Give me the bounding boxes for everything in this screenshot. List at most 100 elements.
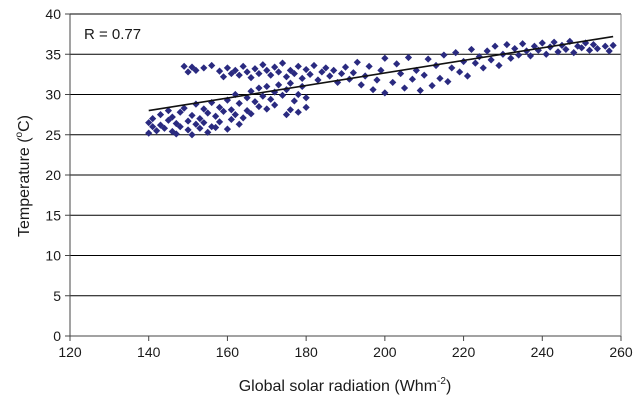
- data-point: [456, 68, 464, 76]
- data-point: [278, 59, 287, 67]
- y-tick-label-15: 15: [45, 207, 61, 223]
- trendline: [148, 35, 614, 112]
- y-tick-labels: 0 5 10 15 20 25 30 35 40: [45, 6, 61, 344]
- data-point: [440, 51, 448, 59]
- y-tick-label-0: 0: [53, 328, 61, 344]
- y-tick-label-30: 30: [45, 87, 61, 103]
- data-point: [550, 38, 558, 46]
- data-point: [495, 61, 503, 70]
- data-point: [507, 54, 515, 62]
- data-point: [149, 123, 157, 131]
- y-axis-title-main: Temperature (: [16, 137, 33, 237]
- data-point: [341, 63, 350, 71]
- data-point: [475, 53, 483, 61]
- data-point: [255, 102, 263, 111]
- data-point: [302, 94, 310, 102]
- data-point: [263, 105, 271, 113]
- data-point: [247, 110, 255, 118]
- data-point: [570, 49, 578, 57]
- data-point: [310, 61, 318, 70]
- data-point: [180, 62, 188, 70]
- data-point: [593, 45, 601, 53]
- data-point: [223, 64, 232, 72]
- data-point: [353, 58, 361, 66]
- data-point: [334, 78, 342, 87]
- data-point: [487, 56, 495, 64]
- data-point: [172, 130, 180, 138]
- data-point: [337, 69, 346, 78]
- data-point: [298, 74, 306, 82]
- data-point: [416, 86, 424, 95]
- data-point: [271, 88, 279, 96]
- data-point: [436, 74, 444, 82]
- data-point: [562, 45, 570, 54]
- data-point: [196, 124, 204, 132]
- data-point: [259, 61, 267, 69]
- x-axis-title-main: Global solar radiation (Whm: [239, 378, 437, 395]
- data-point: [180, 104, 188, 112]
- x-tick-label-140: 140: [137, 344, 161, 360]
- x-tick-labels: 120 140 160 180 200 220 240 260: [58, 344, 633, 360]
- data-points: [145, 37, 617, 139]
- data-point: [424, 55, 432, 63]
- data-point: [156, 111, 165, 119]
- data-point: [306, 70, 314, 78]
- data-point: [448, 64, 456, 72]
- data-point: [239, 62, 247, 70]
- data-point: [145, 119, 153, 127]
- data-point: [184, 117, 192, 125]
- data-point: [566, 37, 574, 45]
- data-point: [519, 40, 527, 48]
- data-point: [200, 119, 208, 127]
- data-point: [215, 67, 224, 75]
- data-point: [200, 64, 208, 72]
- data-point: [231, 111, 239, 119]
- data-point: [412, 66, 420, 74]
- y-tick-label-5: 5: [53, 288, 61, 304]
- x-tick-label-260: 260: [609, 344, 633, 360]
- data-point: [585, 46, 594, 54]
- x-tick-label-240: 240: [531, 344, 555, 360]
- data-point: [192, 120, 200, 128]
- data-point: [467, 45, 476, 54]
- data-point: [515, 51, 523, 59]
- data-point: [491, 42, 499, 50]
- data-point: [589, 40, 598, 49]
- y-axis-title: Temperature (oC): [14, 115, 33, 237]
- data-point: [149, 115, 157, 123]
- data-point: [188, 131, 196, 139]
- data-point: [271, 101, 279, 109]
- data-point: [219, 107, 228, 116]
- data-point: [204, 109, 212, 117]
- data-point: [176, 108, 184, 116]
- data-point: [444, 78, 452, 86]
- data-point: [420, 71, 428, 79]
- data-point: [294, 62, 302, 70]
- data-point: [397, 69, 405, 78]
- data-point: [365, 62, 373, 70]
- data-point: [538, 39, 546, 47]
- data-point: [255, 69, 263, 78]
- data-point: [511, 45, 519, 53]
- x-tick-label-200: 200: [373, 344, 397, 360]
- data-point: [318, 68, 326, 76]
- data-point: [357, 81, 365, 89]
- data-point: [526, 52, 535, 60]
- data-point: [393, 60, 401, 68]
- data-point: [267, 95, 275, 103]
- data-point: [259, 92, 267, 100]
- data-point: [377, 66, 385, 74]
- data-point: [389, 78, 397, 87]
- data-point: [282, 111, 291, 119]
- data-point: [428, 82, 436, 90]
- data-point: [204, 128, 212, 136]
- axes: [65, 13, 622, 341]
- data-point: [282, 73, 291, 81]
- data-point: [452, 49, 460, 57]
- data-point: [184, 68, 192, 76]
- data-point: [227, 115, 235, 124]
- data-point: [278, 91, 287, 99]
- data-point: [400, 84, 409, 92]
- x-axis-title: Global solar radiation (Whm-2): [239, 376, 452, 395]
- y-tick-label-25: 25: [45, 127, 61, 143]
